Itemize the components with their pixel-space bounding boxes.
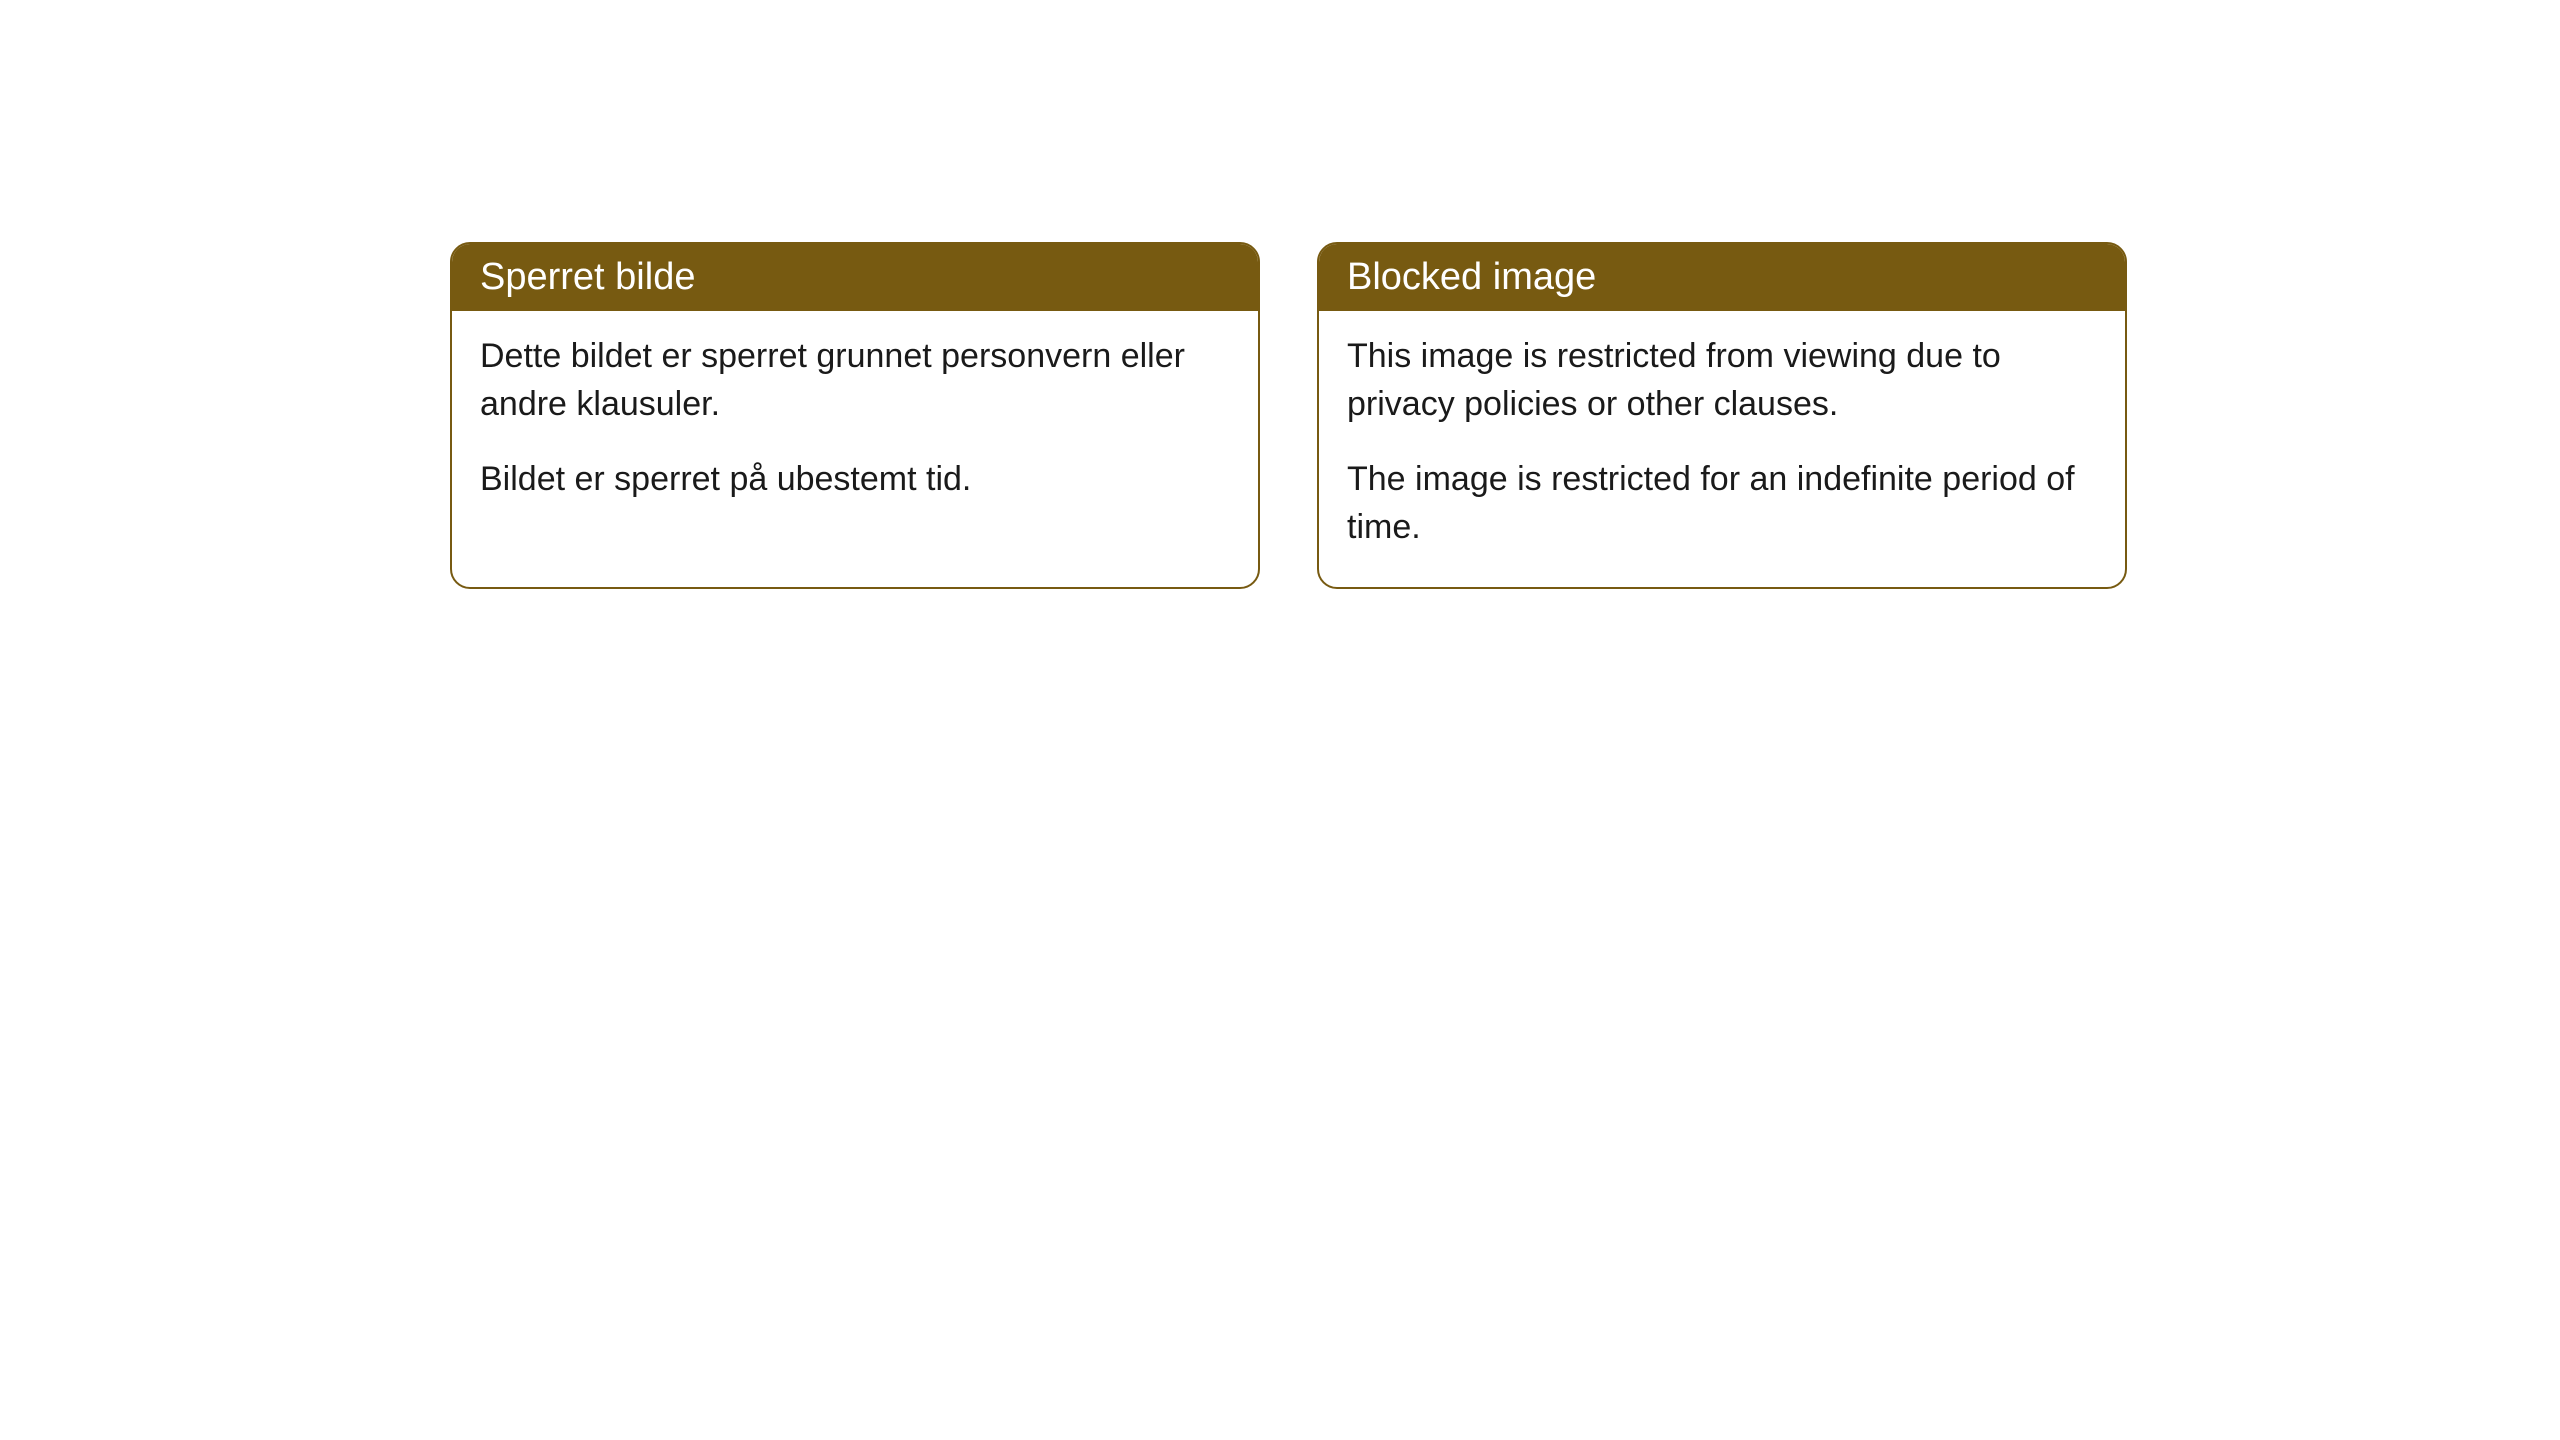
card-title: Sperret bilde xyxy=(480,256,695,298)
card-paragraph: This image is restricted from viewing du… xyxy=(1347,333,2097,428)
card-body-norwegian: Dette bildet er sperret grunnet personve… xyxy=(452,311,1258,540)
card-paragraph: The image is restricted for an indefinit… xyxy=(1347,456,2097,551)
card-body-english: This image is restricted from viewing du… xyxy=(1319,311,2125,587)
card-header-english: Blocked image xyxy=(1319,244,2125,311)
card-header-norwegian: Sperret bilde xyxy=(452,244,1258,311)
notice-cards-container: Sperret bilde Dette bildet er sperret gr… xyxy=(450,242,2560,589)
card-paragraph: Dette bildet er sperret grunnet personve… xyxy=(480,333,1230,428)
notice-card-english: Blocked image This image is restricted f… xyxy=(1317,242,2127,589)
card-title: Blocked image xyxy=(1347,256,1596,298)
notice-card-norwegian: Sperret bilde Dette bildet er sperret gr… xyxy=(450,242,1260,589)
card-paragraph: Bildet er sperret på ubestemt tid. xyxy=(480,456,1230,504)
